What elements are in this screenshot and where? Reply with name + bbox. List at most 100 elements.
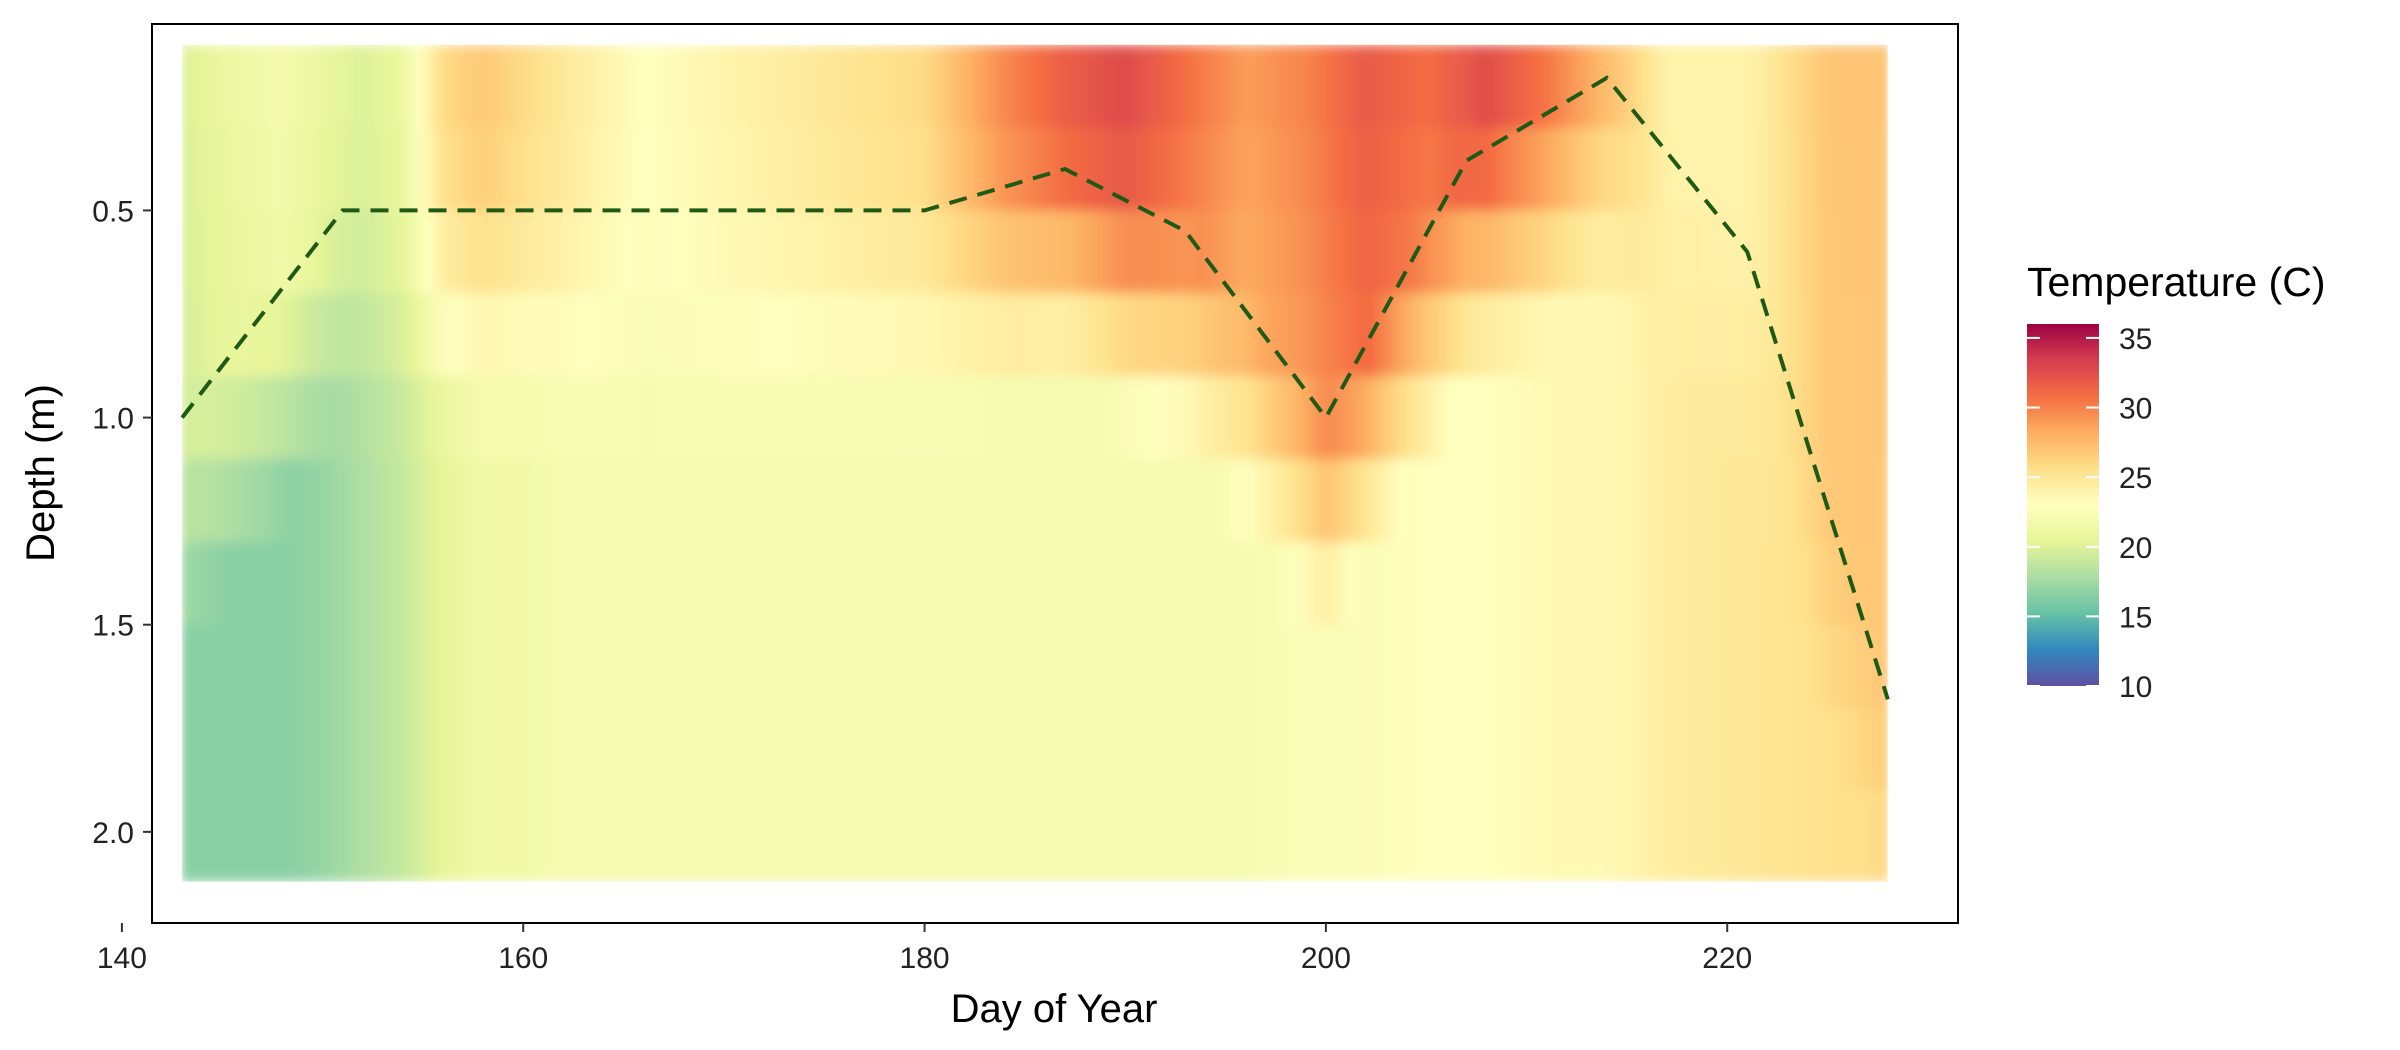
heatmap-cell	[1516, 707, 1528, 792]
heatmap-cell	[1285, 293, 1297, 377]
heatmap-cell	[663, 293, 675, 377]
heatmap-cell	[1526, 210, 1538, 294]
heatmap-cell	[934, 293, 946, 377]
heatmap-cell	[292, 707, 304, 792]
heatmap-cell	[804, 790, 815, 882]
heatmap-cell	[1034, 44, 1046, 129]
heatmap-cell	[1366, 127, 1377, 212]
heatmap-cell	[974, 376, 986, 460]
heatmap-cell	[1095, 790, 1106, 882]
heatmap-cell	[1295, 459, 1307, 543]
heatmap-cell	[463, 210, 474, 294]
heatmap-cell	[1165, 44, 1176, 129]
heatmap-cell	[1155, 790, 1166, 882]
heatmap-cell	[814, 624, 825, 709]
heatmap-cell	[1566, 376, 1578, 460]
heatmap-cell	[1125, 44, 1136, 129]
heatmap-cell	[282, 44, 294, 129]
heatmap-cell	[824, 707, 835, 792]
heatmap-cell	[754, 541, 765, 626]
heatmap-cell	[1175, 376, 1187, 460]
heatmap-cell	[1486, 44, 1498, 129]
heatmap-cell	[854, 459, 865, 543]
heatmap-cell	[1055, 790, 1066, 882]
heatmap-cell	[453, 707, 464, 792]
heatmap-cell	[352, 707, 364, 792]
heatmap-cell	[1205, 541, 1217, 626]
heatmap-cell	[1105, 790, 1116, 882]
heatmap-cell	[1767, 707, 1778, 792]
heatmap-cell	[743, 790, 755, 882]
heatmap-cell	[1687, 624, 1698, 709]
heatmap-cell	[1536, 127, 1548, 212]
heatmap-cell	[1014, 293, 1026, 377]
heatmap-cell	[1315, 210, 1327, 294]
heatmap-cell	[894, 376, 906, 460]
heatmap-cell	[342, 541, 354, 626]
heatmap-cell	[703, 459, 715, 543]
heatmap-cell	[904, 790, 916, 882]
heatmap-cell	[1145, 293, 1156, 377]
heatmap-cell	[1044, 44, 1056, 129]
heatmap-cell	[774, 44, 785, 129]
heatmap-cell	[1406, 210, 1417, 294]
heatmap-cell	[1285, 44, 1297, 129]
heatmap-cell	[1496, 541, 1508, 626]
heatmap-cell	[523, 707, 534, 792]
heatmap-cell	[954, 293, 966, 377]
heatmap-cell	[222, 707, 233, 792]
heatmap-cell	[1315, 44, 1327, 129]
heatmap-cell	[1295, 541, 1307, 626]
heatmap-cell	[412, 707, 424, 792]
heatmap-cell	[723, 293, 735, 377]
heatmap-cell	[613, 459, 625, 543]
heatmap-cell	[372, 459, 384, 543]
heatmap-cell	[1636, 376, 1648, 460]
heatmap-cell	[1195, 44, 1207, 129]
heatmap-cell	[412, 293, 424, 377]
heatmap-cell	[543, 293, 554, 377]
heatmap-cell	[232, 790, 243, 882]
heatmap-cell	[1516, 459, 1528, 543]
heatmap-cell	[964, 790, 976, 882]
heatmap-cell	[603, 210, 615, 294]
heatmap-cell	[573, 376, 585, 460]
heatmap-cell	[1215, 707, 1227, 792]
heatmap-cell	[1275, 459, 1287, 543]
heatmap-cell	[1777, 376, 1789, 460]
heatmap-cell	[182, 624, 193, 709]
heatmap-cell	[1476, 293, 1488, 377]
heatmap-cell	[1476, 624, 1488, 709]
heatmap-cell	[924, 376, 936, 460]
heatmap-cell	[1837, 541, 1849, 626]
heatmap-cell	[1105, 707, 1116, 792]
heatmap-cell	[954, 707, 966, 792]
heatmap-cell	[1305, 293, 1317, 377]
heatmap-cell	[974, 127, 986, 212]
heatmap-cell	[1777, 459, 1789, 543]
heatmap-cell	[1265, 210, 1277, 294]
heatmap-cell	[854, 541, 865, 626]
heatmap-cell	[703, 44, 715, 129]
heatmap-cell	[533, 127, 544, 212]
heatmap-cell	[653, 790, 665, 882]
heatmap-cell	[1546, 624, 1558, 709]
heatmap-cell	[1255, 459, 1267, 543]
heatmap-cell	[824, 376, 835, 460]
heatmap-cell	[322, 707, 334, 792]
heatmap-cell	[1566, 624, 1578, 709]
heatmap-cell	[794, 376, 805, 460]
heatmap-cell	[914, 293, 926, 377]
heatmap-cell	[743, 459, 755, 543]
heatmap-cell	[1185, 210, 1197, 294]
heatmap-cell	[1406, 707, 1417, 792]
y-tick-label: 0.5	[92, 195, 134, 228]
heatmap-cell	[1466, 210, 1477, 294]
heatmap-cell	[1065, 707, 1076, 792]
heatmap-cell	[713, 624, 725, 709]
heatmap-cell	[733, 541, 745, 626]
heatmap-cell	[1687, 790, 1698, 882]
heatmap-cell	[914, 790, 926, 882]
heatmap-cell	[362, 790, 374, 882]
heatmap-cell	[1044, 541, 1056, 626]
